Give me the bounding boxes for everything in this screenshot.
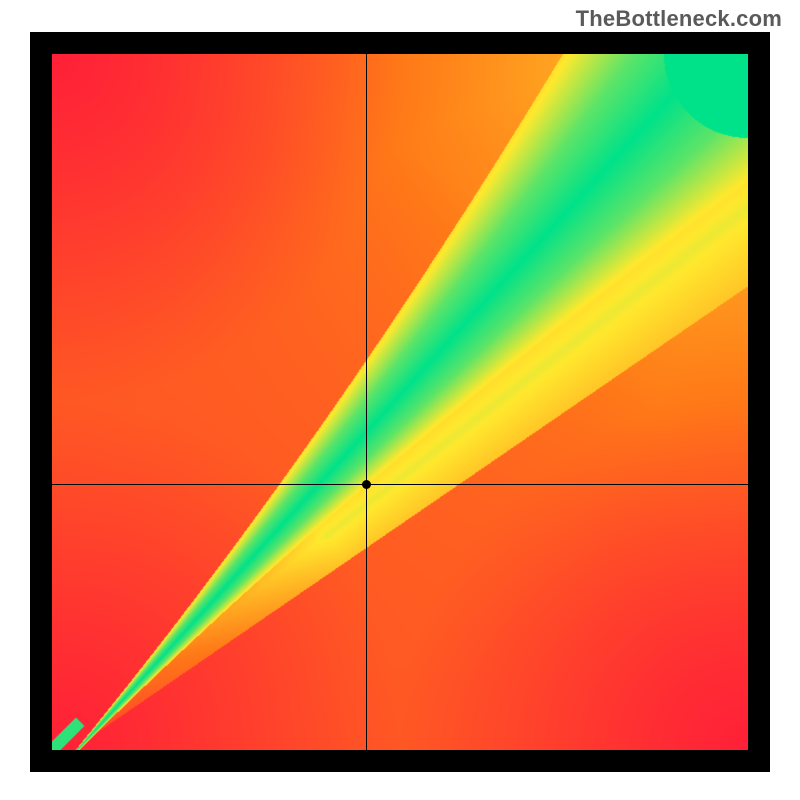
heatmap-plot-area — [52, 54, 748, 750]
chart-container: TheBottleneck.com — [0, 0, 800, 800]
heatmap-canvas — [52, 54, 748, 750]
crosshair-vertical — [366, 54, 367, 750]
attribution-text: TheBottleneck.com — [576, 6, 782, 32]
crosshair-horizontal — [52, 484, 748, 485]
